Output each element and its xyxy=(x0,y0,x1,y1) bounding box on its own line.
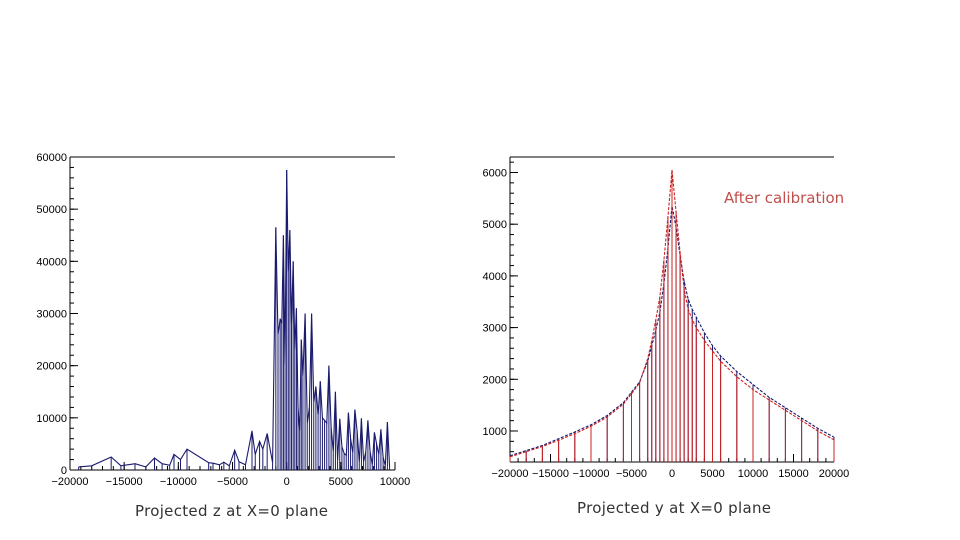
left-ytick-label: 10000 xyxy=(36,413,67,425)
right-ytick-label: 1000 xyxy=(483,426,507,438)
annotation-after-calibration: After calibration xyxy=(724,189,844,207)
left-xtick-label: −20000 xyxy=(51,476,88,488)
right-ytick-label: 2000 xyxy=(483,374,507,386)
right-xtick-label: −20000 xyxy=(491,468,528,480)
right-xtick-label: 10000 xyxy=(738,468,769,480)
right-ytick-label: 3000 xyxy=(483,323,507,335)
caption-right: Projected y at X=0 plane xyxy=(577,499,771,517)
right-xtick-label: −5000 xyxy=(616,468,647,480)
left-xtick-label: −10000 xyxy=(160,476,197,488)
left-chart: −20000 −15000 −10000 −5000 0 5000 10000 0 10000 2… xyxy=(36,152,410,488)
left-xtick-label: 5000 xyxy=(329,476,353,488)
left-ytick-label: 30000 xyxy=(36,309,67,321)
right-ytick-label: 5000 xyxy=(483,219,507,231)
right-xtick-label: 20000 xyxy=(819,468,850,480)
caption-left: Projected z at X=0 plane xyxy=(135,502,328,520)
right-xtick-label: −10000 xyxy=(572,468,609,480)
left-ytick-label: 20000 xyxy=(36,361,67,373)
left-xtick-label: −5000 xyxy=(217,476,248,488)
right-chart: −20000 −15000 −10000 −5000 0 5000 10000 15000 20… xyxy=(483,156,850,480)
left-ytick-label: 50000 xyxy=(36,204,67,216)
left-xtick-label: 10000 xyxy=(380,476,411,488)
left-xtick-label: −15000 xyxy=(106,476,143,488)
left-ytick-label: 60000 xyxy=(36,152,67,164)
left-series-line-navy xyxy=(78,169,391,468)
right-xtick-label: 5000 xyxy=(700,468,724,480)
right-xtick-label: −15000 xyxy=(532,468,569,480)
left-ytick-label: 0 xyxy=(61,465,67,477)
left-xtick-label: 0 xyxy=(284,476,290,488)
right-ytick-label: 6000 xyxy=(483,168,507,180)
left-ytick-label: 40000 xyxy=(36,256,67,268)
right-ytick-label: 4000 xyxy=(483,271,507,283)
right-xtick-label: 15000 xyxy=(778,468,809,480)
right-series-line-navy xyxy=(509,205,835,457)
right-series-line-red xyxy=(509,169,835,458)
right-xtick-label: 0 xyxy=(669,468,675,480)
